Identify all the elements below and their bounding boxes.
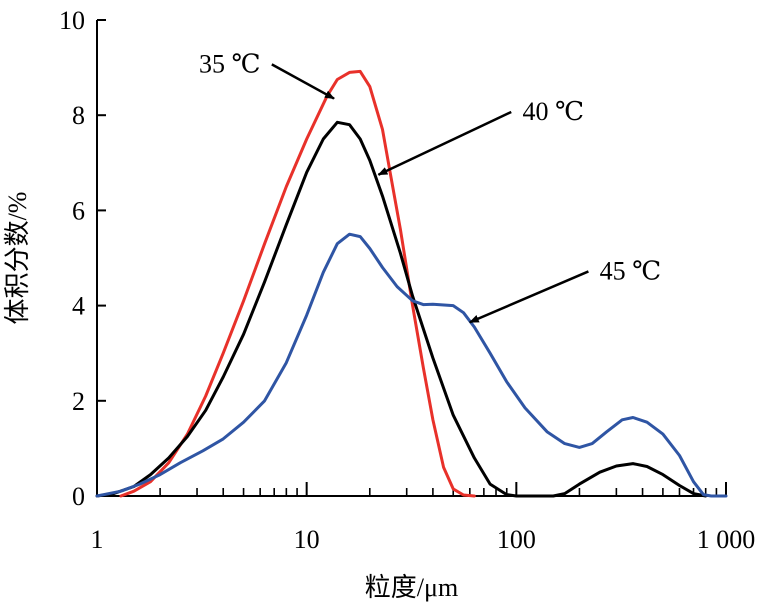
annotation-label: 45 ℃ — [600, 256, 662, 285]
annotation-arrow — [377, 110, 512, 176]
annotation-arrow — [271, 63, 335, 100]
y-tick-label: 6 — [72, 196, 85, 225]
annotation-label: 40 ℃ — [522, 97, 584, 126]
y-tick-label: 8 — [72, 101, 85, 130]
axes: 0 2 4 6 8 10 1 10 100 1 000 — [59, 6, 755, 554]
y-tick-label: 0 — [72, 482, 85, 511]
x-tick-label: 1 — [91, 525, 104, 554]
x-tick-label: 100 — [497, 525, 536, 554]
annotation-label: 35 ℃ — [199, 49, 261, 78]
series-layer — [95, 69, 728, 498]
series-line-2 — [95, 120, 708, 498]
x-axis-label: 粒度/μm — [365, 573, 458, 602]
x-tick-label: 10 — [294, 525, 320, 554]
series-line-1 — [119, 69, 476, 498]
y-tick-label: 4 — [72, 292, 85, 321]
x-tick-label: 1 000 — [697, 525, 756, 554]
annotation-layer: 35 ℃ 40 ℃ 45 ℃ — [199, 49, 662, 324]
annotation-arrow — [468, 270, 589, 324]
series-line-3 — [95, 232, 728, 498]
y-axis-label: 体积分数/% — [3, 192, 32, 325]
y-tick-label: 10 — [59, 6, 85, 35]
y-tick-label: 2 — [72, 387, 85, 416]
